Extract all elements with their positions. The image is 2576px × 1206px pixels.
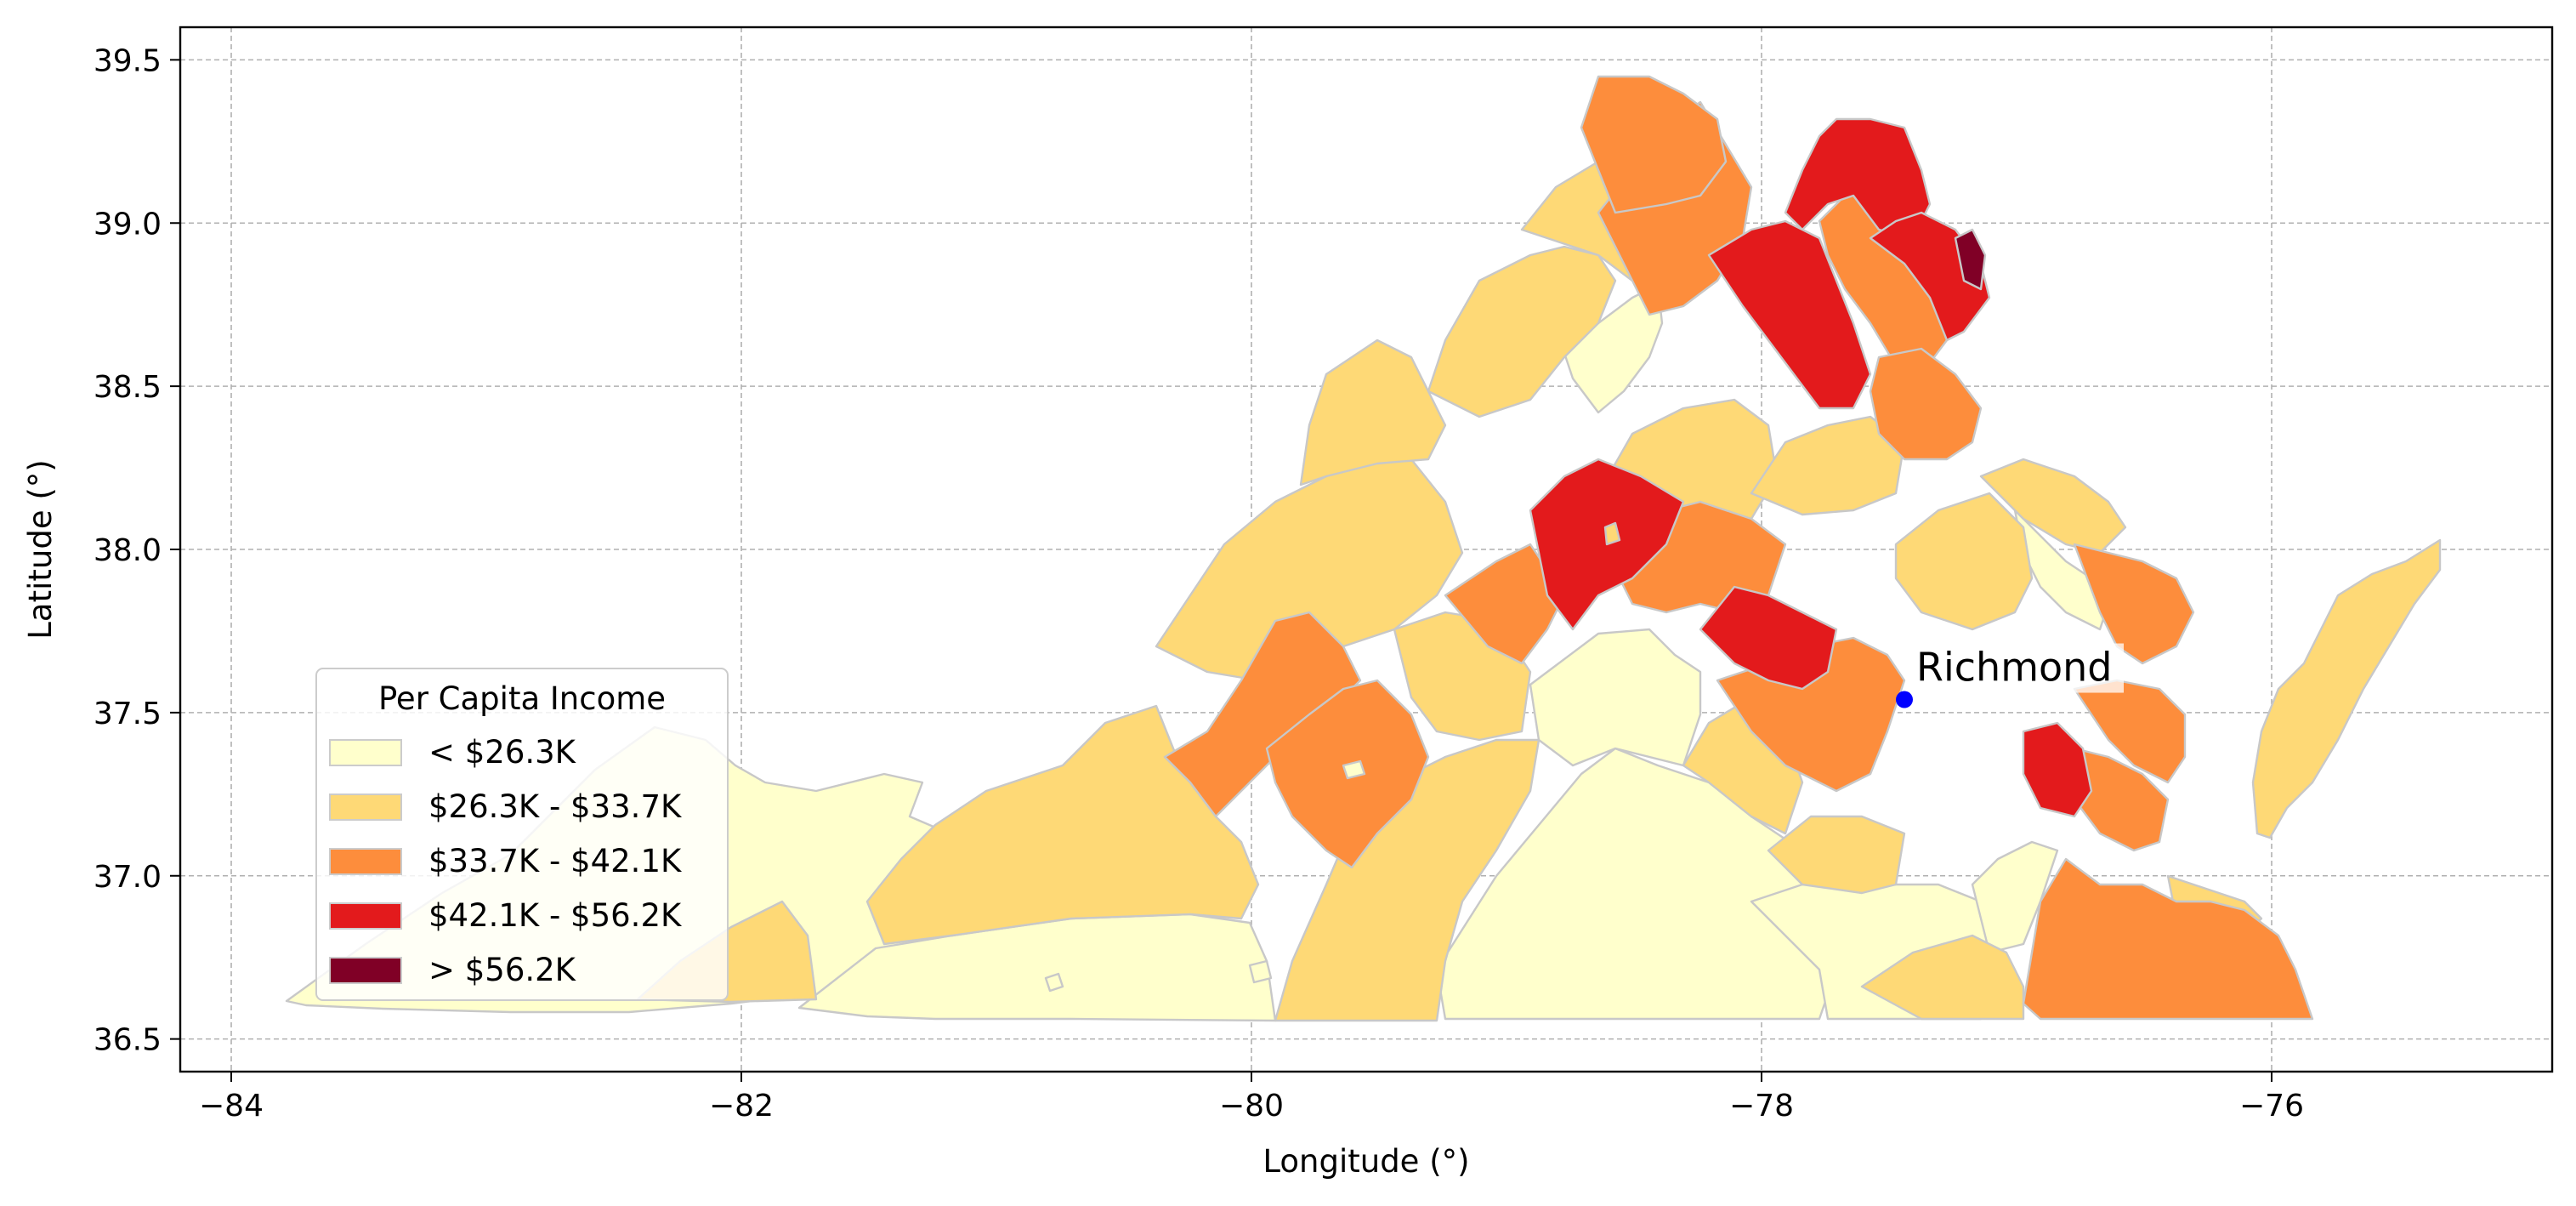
legend-label: > $56.2K — [428, 952, 577, 988]
enclave-a — [1603, 521, 1621, 546]
y-tick-label: 36.5 — [94, 1023, 162, 1058]
region-east-orange-strip — [2073, 747, 2170, 852]
region-northern-neck-orange — [2073, 543, 2195, 665]
y-tick-label: 37.5 — [94, 697, 162, 731]
enclave-c — [1044, 972, 1064, 993]
region-fauquier-red — [1707, 219, 1872, 410]
region-northeast-yellow — [1979, 458, 2127, 555]
region-south-central-yellow — [1767, 815, 1906, 895]
legend-swatch — [329, 794, 402, 821]
region-chesterfield-red — [1699, 585, 1838, 691]
legend-box — [315, 668, 729, 1001]
y-axis-title: Latitude (°) — [22, 459, 59, 639]
legend-label: $42.1K - $56.2K — [428, 897, 683, 934]
x-axis-title: Longitude (°) — [1262, 1143, 1469, 1180]
legend-swatch — [329, 739, 402, 766]
legend-label: $33.7K - $42.1K — [428, 843, 683, 879]
x-tick-label: −80 — [1219, 1089, 1284, 1124]
region-southwest-orange — [1163, 611, 1362, 818]
region-valley-yellow-west — [1299, 338, 1447, 486]
y-tick-label: 37.0 — [94, 860, 162, 895]
region-arlington-darkred — [1954, 228, 1987, 291]
y-tick-label: 38.0 — [94, 533, 162, 568]
region-northeast-orange — [1580, 75, 1728, 214]
legend-title: Per Capita Income — [378, 680, 666, 717]
county-regions — [285, 75, 2442, 1022]
y-tick-label: 38.5 — [94, 370, 162, 405]
region-james-city-red — [2022, 721, 2093, 818]
region-southeast-yellow — [1860, 934, 2025, 1021]
enclave-b — [1342, 759, 1366, 780]
x-tick-label: −82 — [709, 1089, 774, 1124]
richmond-label-background — [1913, 643, 2124, 693]
legend-entries: < $26.3K $26.3K - $33.7K $33.7K - $42.1K $4… — [329, 734, 683, 988]
region-north-light — [1563, 283, 1664, 414]
richmond-label: Richmond — [1916, 645, 2113, 691]
axis-ticks: −84 −82 −80 −78 −76 36.5 37.0 37.5 38.0 38.5 39.0 3… — [94, 43, 2304, 1124]
region-piedmont-light — [1529, 628, 1702, 767]
y-tick-label: 39.0 — [94, 207, 162, 242]
x-tick-label: −78 — [1729, 1089, 1794, 1124]
x-tick-label: −76 — [2239, 1089, 2304, 1124]
region-hampton-roads-orange — [2022, 857, 2314, 1021]
legend-label: $26.3K - $33.7K — [428, 788, 683, 825]
legend: Per Capita Income < $26.3K $26.3K - $33.7… — [315, 668, 729, 1001]
region-central-orange-a — [1444, 543, 1566, 665]
richmond-dot — [1896, 691, 1913, 708]
region-peninsula-orange — [2073, 679, 2187, 784]
legend-swatch — [329, 902, 402, 930]
region-eastern-shore — [2251, 538, 2442, 839]
region-east-central-yellow — [1894, 492, 2034, 631]
region-prince-william-orange — [1869, 347, 1983, 461]
legend-label: < $26.3K — [428, 734, 577, 771]
richmond-marker: Richmond — [1896, 643, 2124, 708]
region-blue-ridge-yellow — [1274, 738, 1540, 1022]
legend-swatch — [329, 957, 402, 984]
region-valley-yellow-north — [1427, 245, 1617, 418]
y-tick-label: 39.5 — [94, 43, 162, 78]
x-tick-label: −84 — [199, 1089, 264, 1124]
legend-swatch — [329, 848, 402, 875]
enclave-d — [1248, 959, 1273, 984]
region-loudoun-red — [1784, 117, 1932, 240]
